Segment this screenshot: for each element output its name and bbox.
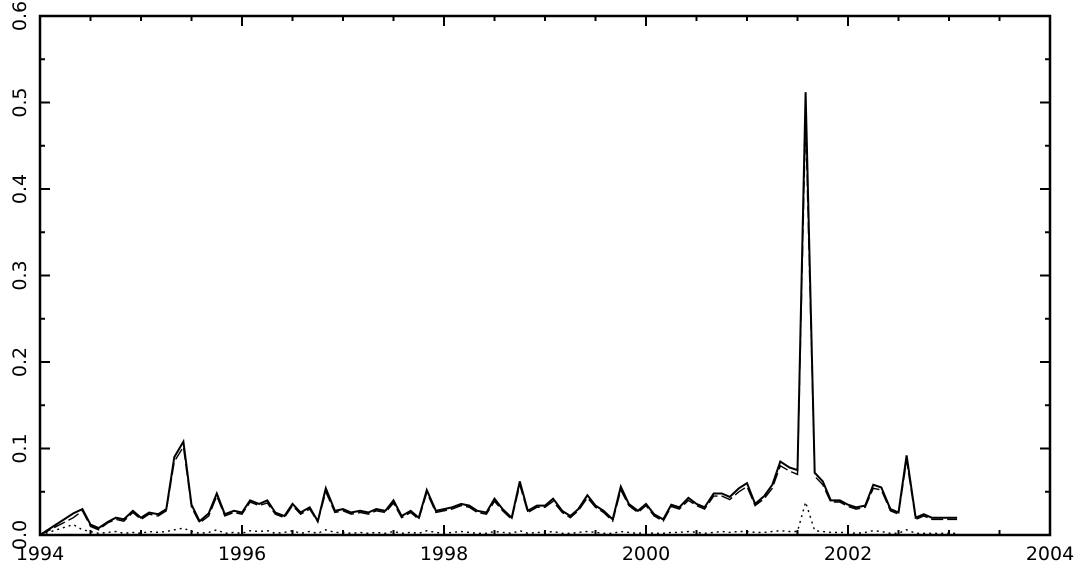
x-tick-label: 2004	[1026, 543, 1074, 565]
y-tick-label: 0.3	[9, 260, 31, 290]
x-tick-label: 1996	[218, 543, 266, 565]
series-line-1-solid	[39, 92, 958, 536]
series-line-2-dashed	[39, 119, 958, 536]
plot-frame	[38, 14, 1052, 537]
y-tick-label: 0.0	[9, 520, 31, 550]
y-tick-label: 0.6	[9, 1, 31, 31]
tick-label-layer: 1994 1996 1998 2000 2002 2004 0.0 0.1 0.2 0.3 0.4 0…	[9, 1, 1074, 565]
x-tick-label: 1998	[420, 543, 468, 565]
tick-layer	[39, 15, 1051, 536]
series-layer	[39, 92, 958, 536]
x-tick-label: 2002	[824, 543, 872, 565]
y-tick-label: 0.1	[9, 433, 31, 463]
y-tick-label: 0.2	[9, 347, 31, 377]
x-tick-label: 2000	[622, 543, 670, 565]
y-tick-label: 0.5	[9, 87, 31, 117]
y-tick-label: 0.4	[9, 174, 31, 204]
x-tick-label: 1994	[16, 543, 64, 565]
series-line-3-dotted	[39, 499, 958, 536]
